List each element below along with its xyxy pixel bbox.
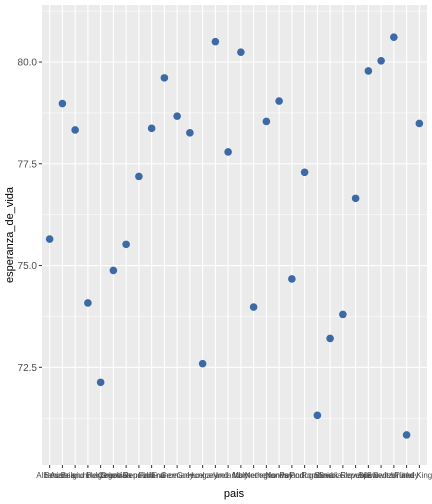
x-tick-label: Bulgaria (86, 471, 116, 480)
x-tick-label: Switzerland (373, 471, 414, 480)
x-tick-label: Slovak Republic (314, 471, 371, 480)
data-point (313, 411, 322, 420)
x-tick-label: Netherlands (245, 471, 288, 480)
data-point (275, 97, 283, 105)
data-point (58, 99, 67, 108)
x-tick-label: Portugal (290, 471, 320, 480)
data-point (237, 48, 245, 57)
data-point (339, 310, 347, 319)
x-tick-label: Belgium (61, 471, 90, 480)
data-point (377, 56, 385, 65)
x-tick-label: Hungary (188, 471, 218, 480)
x-tick-label: Iceland (202, 471, 228, 480)
data-point (147, 124, 156, 133)
data-points (45, 33, 424, 439)
data-point (224, 148, 232, 156)
data-point (211, 37, 220, 46)
data-point (288, 275, 296, 283)
y-tick-label: 77.5 (18, 159, 38, 170)
x-tick-label: Bosnia and Herzegovina (44, 471, 132, 480)
x-tick-label: Albania (36, 471, 63, 480)
x-tick-label: Croatia (100, 471, 126, 480)
data-point (109, 266, 118, 275)
x-tick-label: Poland (279, 471, 304, 480)
x-tick-label: Ireland (216, 471, 240, 480)
x-tick-label: Italy (234, 471, 249, 480)
data-point (351, 194, 360, 203)
y-axis-ticks: 72.5 75.0 77.5 80.0 (18, 57, 42, 374)
data-point (45, 235, 54, 243)
x-tick-label: Serbia (319, 471, 343, 480)
x-tick-label: Denmark (123, 471, 156, 480)
x-tick-label: Norway (266, 471, 293, 480)
x-tick-label: Slovenia (340, 471, 371, 480)
x-tick-label: France (152, 471, 177, 480)
y-axis-title: esperanza_de_vida (4, 186, 16, 283)
plot-panel (42, 5, 427, 465)
data-point (249, 303, 258, 311)
data-point (71, 126, 79, 134)
x-tick-label: Sweden (367, 471, 396, 480)
data-point (96, 378, 105, 387)
x-tick-label: Turkey (395, 471, 419, 480)
data-point (326, 334, 334, 343)
x-tick-label: Czech Republic (98, 471, 154, 480)
x-tick-label: Romania (301, 471, 334, 480)
data-point (198, 359, 207, 368)
data-point (390, 33, 398, 41)
data-point (173, 112, 181, 120)
x-tick-label: Austria (50, 471, 75, 480)
y-tick-label: 75.0 (18, 261, 38, 272)
data-point (135, 172, 143, 181)
data-point (186, 129, 194, 137)
data-point (262, 117, 271, 126)
data-point (402, 431, 411, 439)
y-tick-label: 80.0 (18, 57, 38, 68)
x-tick-label: Spain (358, 471, 378, 480)
x-tick-label: United Kingdom (391, 471, 432, 480)
grid-lines (42, 5, 427, 465)
data-point (364, 67, 373, 75)
data-point (300, 168, 309, 177)
x-tick-label: Montenegro (232, 471, 275, 480)
y-tick-label: 72.5 (18, 363, 38, 374)
x-tick-label: Greece (177, 471, 204, 480)
x-tick-label: Germany (161, 471, 194, 480)
x-tick-label: Finland (139, 471, 165, 480)
data-point (415, 119, 424, 128)
data-point (84, 299, 92, 307)
x-axis-title: pais (224, 488, 245, 500)
data-point (160, 74, 169, 82)
data-point (122, 240, 130, 249)
